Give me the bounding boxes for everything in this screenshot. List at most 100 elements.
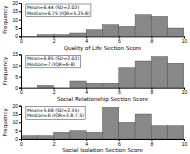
x-tick-label: 10 — [182, 89, 188, 95]
y-tick-label: 20 — [12, 103, 18, 109]
x-tick-label: 4 — [85, 38, 88, 44]
bar — [119, 122, 135, 139]
y-tick-label: 10 — [12, 63, 18, 69]
y-axis-line — [19, 4, 22, 37]
y-axis: 0 5 10 15 — [12, 51, 21, 90]
y-tick: 5 — [15, 25, 21, 31]
x-tick-label: 10 — [182, 38, 188, 44]
y-axis: 0 5 10 15 20 — [12, 0, 21, 39]
x-tick: 10 — [182, 139, 188, 147]
y-tick: 15 — [12, 8, 21, 14]
y-tick-mark — [19, 36, 21, 37]
bars — [37, 15, 184, 37]
annotation-text: Mean=6.85 (SD=2.02) — [27, 56, 79, 61]
x-axis-title: Social Relationship Section Score — [57, 96, 149, 103]
figure: 024681005101520Quality of Life Section S… — [0, 0, 190, 154]
y-tick-label: 10 — [12, 17, 18, 23]
bars — [21, 107, 184, 139]
bar — [21, 87, 37, 88]
y-tick: 10 — [12, 17, 21, 23]
bar — [168, 28, 184, 36]
bar — [86, 30, 102, 37]
x-tick-label: 0 — [20, 38, 23, 44]
x-tick: 4 — [85, 36, 88, 44]
y-tick: 15 — [12, 111, 21, 117]
y-tick: 20 — [12, 0, 21, 6]
x-tick: 0 — [20, 88, 23, 96]
bar — [54, 132, 70, 139]
x-tick: 4 — [85, 139, 88, 147]
y-tick-label: 5 — [15, 74, 18, 80]
y-tick-mark — [19, 88, 21, 89]
y-tick: 5 — [15, 74, 21, 80]
y-tick-label: 0 — [15, 85, 18, 91]
bar — [70, 81, 86, 88]
x-tick: 6 — [118, 139, 121, 147]
x-tick: 2 — [53, 36, 56, 44]
y-axis-title: Frequency — [2, 107, 9, 136]
bar — [54, 87, 70, 88]
y-tick-mark — [19, 139, 21, 140]
bar — [37, 136, 53, 139]
y-tick-label: 5 — [15, 128, 18, 134]
y-axis-line — [19, 55, 22, 88]
bar — [119, 68, 135, 88]
panel: 0 2 4 6 8 10 0 5 10 15 20 Quality of Life Section S… — [2, 0, 188, 52]
annotation-text: Median=6.75 (IQR=5.25-8) — [27, 11, 90, 16]
x-tick-label: 8 — [151, 38, 154, 44]
bar — [21, 136, 37, 139]
y-tick-mark — [19, 122, 21, 123]
y-tick-label: 5 — [15, 25, 18, 31]
bar — [86, 132, 102, 139]
bar — [86, 83, 102, 87]
bar — [54, 35, 70, 37]
bar — [135, 15, 151, 37]
y-tick: 10 — [12, 63, 21, 69]
y-tick-mark — [19, 131, 21, 132]
y-axis-line — [19, 106, 22, 139]
bar — [151, 16, 167, 36]
bar — [70, 33, 86, 36]
bar — [151, 57, 167, 88]
bar — [103, 25, 119, 37]
annotation: Mean=6.85 (SD=2.02)Median=7 (IQR=6-8) — [26, 55, 81, 68]
x-tick-label: 4 — [85, 89, 88, 95]
annotation-box — [26, 55, 81, 68]
x-tick-label: 0 — [20, 141, 23, 147]
y-tick-label: 0 — [15, 33, 18, 39]
x-tick: 6 — [118, 36, 121, 44]
y-axis-title: Frequency — [2, 5, 9, 34]
annotation-box — [26, 107, 85, 120]
y-tick: 20 — [12, 103, 21, 109]
x-tick-label: 6 — [118, 89, 121, 95]
x-tick-label: 0 — [20, 89, 23, 95]
x-tick-label: 4 — [85, 141, 88, 147]
y-tick-mark — [19, 77, 21, 78]
bar — [151, 126, 167, 139]
y-tick-mark — [19, 106, 21, 107]
x-tick-label: 10 — [182, 141, 188, 147]
x-tick-label: 6 — [118, 38, 121, 44]
y-tick-label: 15 — [12, 51, 18, 57]
y-tick: 10 — [12, 119, 21, 125]
bar — [21, 36, 37, 37]
bar — [168, 63, 184, 87]
y-axis-title: Frequency — [2, 56, 9, 85]
panel: 024681005101520Social Isolation Section … — [2, 103, 188, 154]
x-axis: 0 2 4 6 8 10 — [20, 139, 187, 147]
x-tick: 8 — [151, 88, 154, 96]
y-tick-label: 15 — [12, 111, 18, 117]
x-axis: 0 2 4 6 8 10 — [20, 36, 187, 44]
y-tick-label: 10 — [12, 119, 18, 125]
x-tick: 0 — [20, 36, 23, 44]
y-tick-mark — [19, 114, 21, 115]
bar — [135, 61, 151, 88]
x-tick: 10 — [182, 88, 188, 96]
x-tick: 8 — [151, 139, 154, 147]
x-tick-label: 2 — [53, 141, 56, 147]
annotation-box — [26, 4, 91, 17]
x-tick: 10 — [182, 36, 188, 44]
x-axis-title: Quality of Life Section Score — [64, 45, 142, 52]
x-tick: 2 — [53, 139, 56, 147]
y-tick-label: 20 — [12, 0, 18, 6]
